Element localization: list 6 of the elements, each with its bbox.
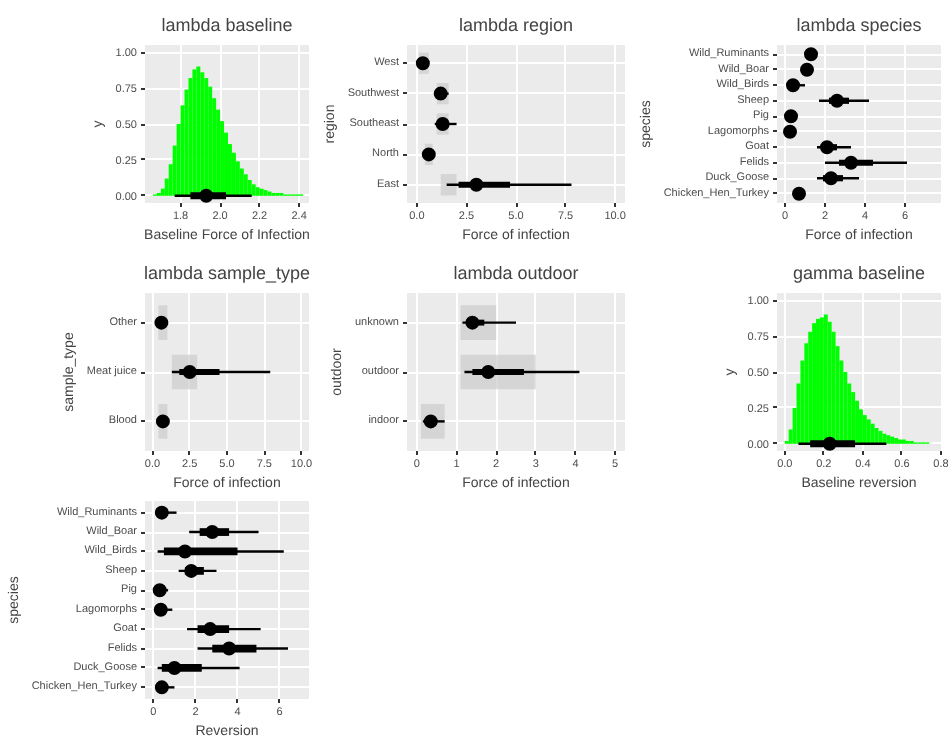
chart-title: lambda sample_type [143, 263, 311, 283]
chart-title: lambda outdoor [453, 263, 579, 283]
chart-title: lambda species [796, 15, 923, 35]
chart-title: gamma baseline [792, 263, 926, 283]
chart-title: lambda baseline [161, 15, 293, 35]
chart-title: lambda region [458, 15, 574, 35]
